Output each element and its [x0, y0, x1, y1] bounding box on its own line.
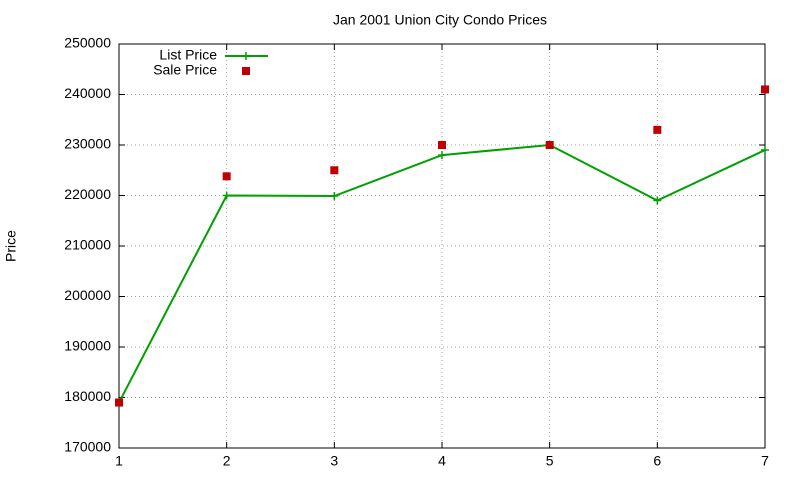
y-tick-label: 170000 — [64, 439, 111, 455]
x-tick-label: 4 — [438, 453, 446, 469]
y-tick-label: 200000 — [64, 287, 111, 303]
data-point — [438, 141, 446, 149]
y-tick-label: 220000 — [64, 186, 111, 202]
data-point — [222, 172, 231, 181]
y-tick-label: 230000 — [64, 136, 111, 152]
data-point — [330, 166, 339, 175]
y-tick-label: 180000 — [64, 388, 111, 404]
x-tick-label: 1 — [115, 453, 123, 469]
y-tick-label: 250000 — [64, 35, 111, 51]
y-tick-label: 190000 — [64, 338, 111, 354]
y-axis-label: Price — [3, 230, 19, 262]
x-tick-label: 2 — [223, 453, 231, 469]
y-tick-label: 210000 — [64, 237, 111, 253]
legend-label: Sale Price — [153, 62, 217, 78]
data-point — [330, 192, 339, 201]
legend-label: List Price — [159, 47, 217, 63]
data-point — [115, 398, 123, 407]
legend-marker — [242, 67, 250, 75]
series-line — [118, 143, 766, 404]
chart-title: Jan 2001 Union City Condo Prices — [333, 12, 547, 28]
y-tick-label: 240000 — [64, 85, 111, 101]
data-point — [222, 191, 231, 200]
data-point — [653, 125, 662, 134]
x-tick-label: 5 — [546, 453, 554, 469]
data-point — [438, 151, 446, 160]
data-point — [545, 141, 554, 149]
data-point — [653, 196, 662, 205]
legend-marker — [242, 52, 250, 60]
data-point — [761, 85, 769, 94]
x-tick-label: 3 — [330, 453, 338, 469]
plot-frame — [118, 43, 766, 449]
x-tick-label: 7 — [761, 453, 769, 469]
data-point — [761, 146, 769, 155]
x-tick-label: 6 — [653, 453, 661, 469]
